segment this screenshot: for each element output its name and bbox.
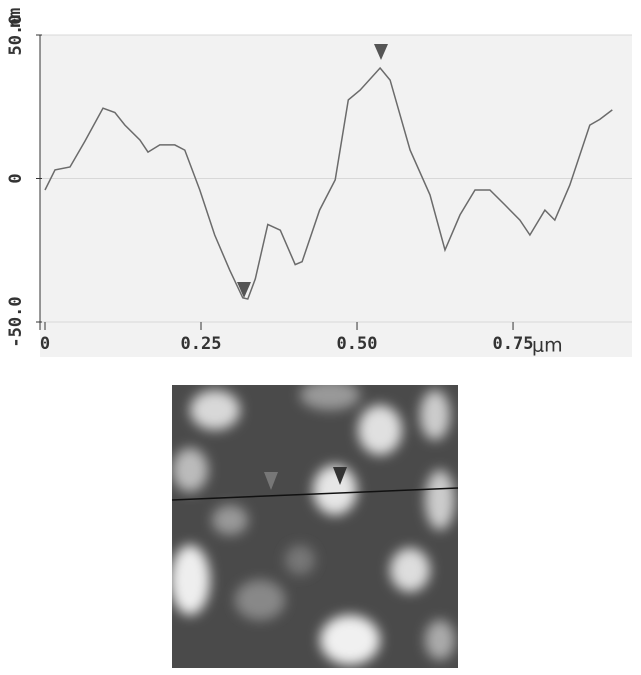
x-tick-label: 0.25 [181,334,222,354]
y-tick-label: 50.0 [6,15,26,56]
afm-image [172,385,458,668]
profile-line [171,487,459,501]
y-unit: nm [5,8,25,28]
x-tick-label: 0 [40,334,50,354]
x-unit: μm [532,335,563,357]
x-tick-label: 0.75 [493,334,534,354]
peak-marker [374,44,388,60]
y-tick-label: -50.0 [6,296,26,347]
x-tick-label: 0.50 [337,334,378,354]
y-tick-label: 0 [6,173,26,183]
profile-chart: -50.0 0 50.0 0 0.25 0.50 0.75 [6,15,632,354]
profile-line [44,66,613,300]
image-marker [333,467,347,485]
plot-background [40,35,632,357]
valley-marker [237,282,251,298]
image-marker [264,472,278,490]
